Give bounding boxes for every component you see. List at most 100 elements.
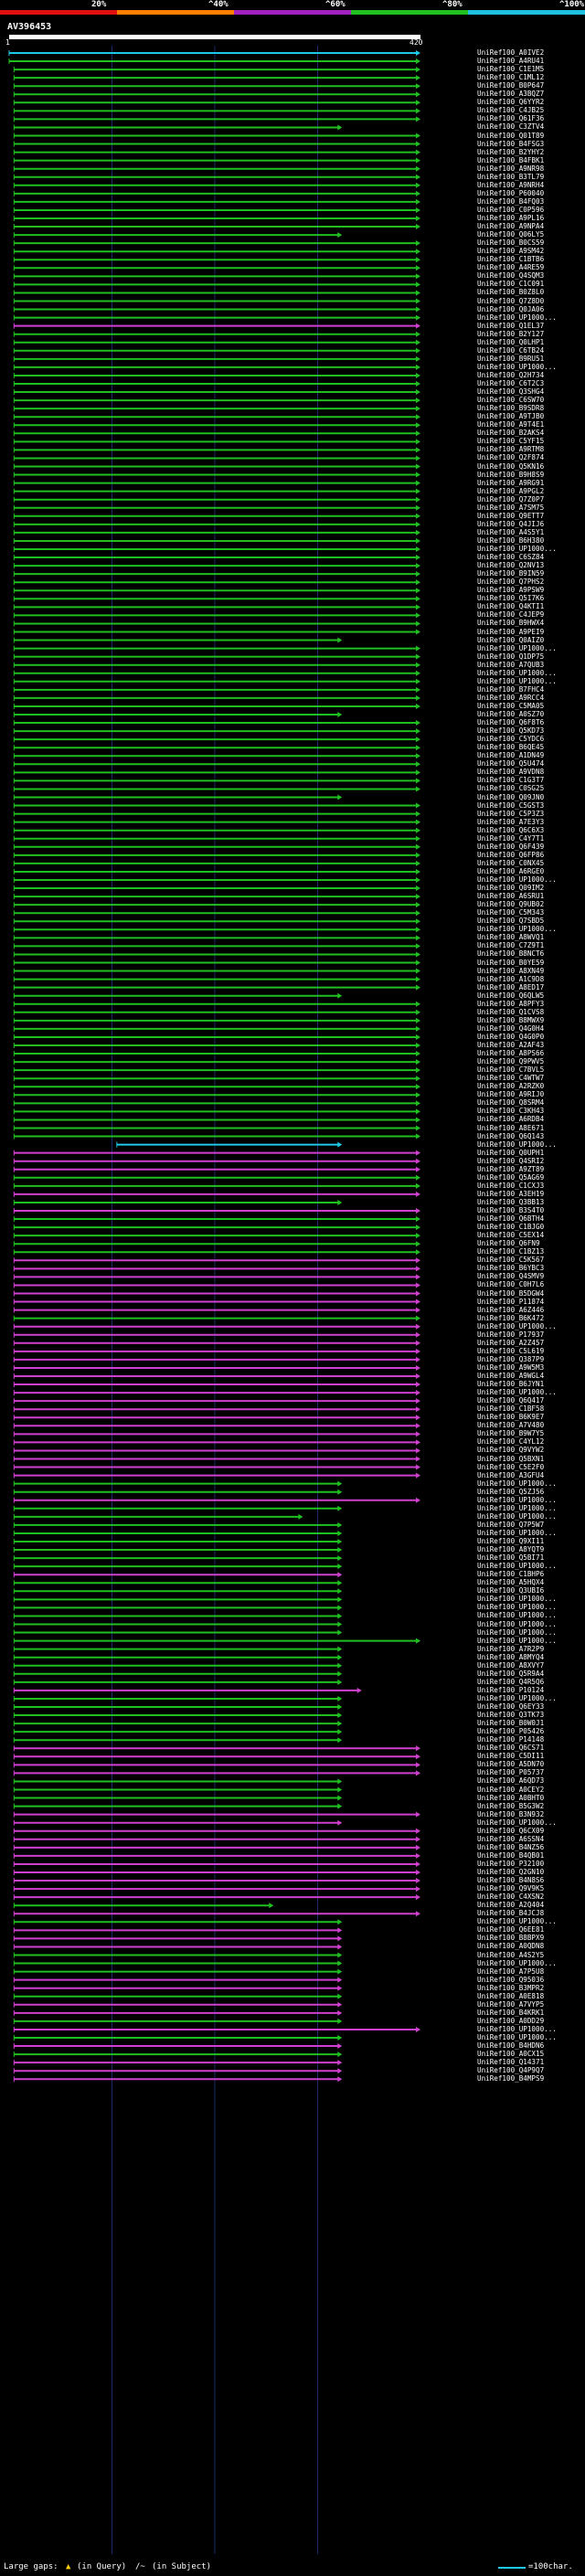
hit-label[interactable]: UniRef100_A9PL16 — [477, 214, 545, 222]
hit-label[interactable]: UniRef100_A2RZK0 — [477, 1082, 545, 1091]
hit-label[interactable]: UniRef100_UP1000... — [477, 545, 557, 553]
hit-label[interactable]: UniRef100_C5YF15 — [477, 437, 545, 446]
hit-label[interactable]: UniRef100_Q3BB13 — [477, 1197, 545, 1206]
hit-label[interactable]: UniRef100_A4RE59 — [477, 263, 545, 272]
hit-label[interactable]: UniRef100_A7E3Y3 — [477, 817, 545, 826]
hit-label[interactable]: UniRef100_B0CS59 — [477, 239, 545, 248]
hit-label[interactable]: UniRef100_Q9ETT7 — [477, 511, 545, 520]
hit-label[interactable]: UniRef100_UP1000... — [477, 1528, 557, 1537]
hit-label[interactable]: UniRef100_Q7PHS2 — [477, 578, 545, 587]
hit-label[interactable]: UniRef100_B9H8S9 — [477, 470, 545, 479]
hit-label[interactable]: UniRef100_Q5ZJ56 — [477, 1487, 545, 1496]
hit-label[interactable]: UniRef100_B9RU51 — [477, 354, 545, 363]
hit-label[interactable]: UniRef100_Q6C6X3 — [477, 825, 545, 834]
hit-label[interactable]: UniRef100_C5YDC6 — [477, 735, 545, 744]
hit-label[interactable]: UniRef100_P05426 — [477, 1727, 545, 1736]
hit-label[interactable]: UniRef100_Q09JN0 — [477, 792, 545, 801]
hit-label[interactable]: UniRef100_UP1000... — [477, 1611, 557, 1620]
hit-label[interactable]: UniRef100_A7QUB3 — [477, 660, 545, 669]
hit-label[interactable]: UniRef100_C4YL12 — [477, 1437, 545, 1447]
hit-label[interactable]: UniRef100_P17937 — [477, 1330, 545, 1339]
hit-label[interactable]: UniRef100_A2Q404 — [477, 1901, 545, 1910]
hit-label[interactable]: UniRef100_A0BHT0 — [477, 1793, 545, 1802]
hit-label[interactable]: UniRef100_UP1000... — [477, 1636, 557, 1645]
hit-label[interactable]: UniRef100_A9PGL2 — [477, 486, 545, 495]
hit-label[interactable]: UniRef100_Q4R5Q6 — [477, 1677, 545, 1686]
hit-label[interactable]: UniRef100_Q09IM2 — [477, 884, 545, 893]
hit-label[interactable]: UniRef100_A4RU41 — [477, 57, 545, 66]
hit-label[interactable]: UniRef100_B6H380 — [477, 535, 545, 545]
hit-label[interactable]: UniRef100_C1ML12 — [477, 73, 545, 82]
hit-label[interactable]: UniRef100_B3N932 — [477, 1809, 545, 1818]
hit-label[interactable]: UniRef100_A2Z457 — [477, 1338, 545, 1347]
hit-label[interactable]: UniRef100_B9W7Y5 — [477, 1429, 545, 1438]
hit-label[interactable]: UniRef100_Q1DP75 — [477, 652, 545, 661]
hit-label[interactable]: UniRef100_B6YBC3 — [477, 1264, 545, 1273]
hit-label[interactable]: UniRef100_C5M343 — [477, 908, 545, 917]
hit-label[interactable]: UniRef100_A9NR98 — [477, 164, 545, 173]
hit-label[interactable]: UniRef100_A8PFY3 — [477, 999, 545, 1008]
hit-label[interactable]: UniRef100_C7Z9T1 — [477, 941, 545, 950]
hit-label[interactable]: UniRef100_B0W0J1 — [477, 1719, 545, 1728]
hit-label[interactable]: UniRef100_UP1000... — [477, 1958, 557, 1967]
hit-label[interactable]: UniRef100_Q9VYW2 — [477, 1446, 545, 1455]
hit-label[interactable]: UniRef100_A8MYQ4 — [477, 1652, 545, 1661]
hit-label[interactable]: UniRef100_UP1000... — [477, 2033, 557, 2041]
hit-label[interactable]: UniRef100_A0CEY2 — [477, 1785, 545, 1794]
hit-label[interactable]: UniRef100_Q6Q143 — [477, 1131, 545, 1140]
hit-label[interactable]: UniRef100_B2Y127 — [477, 329, 545, 338]
hit-label[interactable]: UniRef100_UP1000... — [477, 1562, 557, 1571]
hit-label[interactable]: UniRef100_C1BHP6 — [477, 1570, 545, 1579]
hit-label[interactable]: UniRef100_B4FBK1 — [477, 155, 545, 164]
hit-label[interactable]: UniRef100_UP1000... — [477, 643, 557, 652]
hit-label[interactable]: UniRef100_B5DGW4 — [477, 1288, 545, 1298]
hit-label[interactable]: UniRef100_Q4P9Q7 — [477, 2066, 545, 2075]
hit-label[interactable]: UniRef100_B9SDR8 — [477, 404, 545, 413]
hit-label[interactable]: UniRef100_P10124 — [477, 1685, 545, 1694]
hit-label[interactable]: UniRef100_C5K567 — [477, 1256, 545, 1265]
hit-label[interactable]: UniRef100_UP1000... — [477, 1495, 557, 1504]
hit-label[interactable]: UniRef100_C1C091 — [477, 280, 545, 289]
hit-label[interactable]: UniRef100_A8XN49 — [477, 966, 545, 975]
hit-label[interactable]: UniRef100_B5G3W2 — [477, 1801, 545, 1810]
hit-label[interactable]: UniRef100_Q2GN10 — [477, 1868, 545, 1876]
hit-label[interactable]: UniRef100_A0IVE2 — [477, 48, 545, 57]
hit-label[interactable]: UniRef100_Q5BXN1 — [477, 1454, 545, 1463]
hit-label[interactable]: UniRef100_C3ZTV4 — [477, 122, 545, 132]
hit-label[interactable]: UniRef100_B6K9E7 — [477, 1413, 545, 1422]
hit-label[interactable]: UniRef100_B4NZ56 — [477, 1842, 545, 1851]
hit-label[interactable]: UniRef100_A6QD73 — [477, 1776, 545, 1786]
hit-label[interactable]: UniRef100_Q0JA06 — [477, 304, 545, 313]
hit-label[interactable]: UniRef100_Q6FN9 — [477, 1239, 540, 1248]
hit-label[interactable]: UniRef100_UP1000... — [477, 1619, 557, 1628]
hit-label[interactable]: UniRef100_A9PSW9 — [477, 586, 545, 595]
hit-label[interactable]: UniRef100_A7VYP5 — [477, 1999, 545, 2009]
hit-label[interactable]: UniRef100_Q0LHP1 — [477, 337, 545, 346]
hit-label[interactable]: UniRef100_A9TJB0 — [477, 412, 545, 421]
hit-label[interactable]: UniRef100_Q6FP86 — [477, 850, 545, 859]
hit-label[interactable]: UniRef100_B4QB01 — [477, 1850, 545, 1860]
hit-label[interactable]: UniRef100_UP1000... — [477, 1511, 557, 1521]
hit-label[interactable]: UniRef100_A8XVY7 — [477, 1660, 545, 1670]
hit-label[interactable]: UniRef100_B4FQ03 — [477, 196, 545, 206]
hit-label[interactable]: UniRef100_A9WGL4 — [477, 1372, 545, 1380]
hit-label[interactable]: UniRef100_Q9V9K5 — [477, 1884, 545, 1893]
hit-label[interactable]: UniRef100_A9NPA4 — [477, 222, 545, 231]
hit-label[interactable]: UniRef100_B3MPR2 — [477, 1983, 545, 1992]
hit-label[interactable]: UniRef100_A8PS66 — [477, 1049, 545, 1058]
hit-label[interactable]: UniRef100_A9RIJ0 — [477, 1090, 545, 1099]
hit-label[interactable]: UniRef100_C3KH43 — [477, 1107, 545, 1116]
hit-label[interactable]: UniRef100_C1BJG0 — [477, 1223, 545, 1232]
hit-label[interactable]: UniRef100_B0Z8L0 — [477, 288, 545, 297]
hit-label[interactable]: UniRef100_Q1EL37 — [477, 321, 545, 330]
hit-label[interactable]: UniRef100_A1DN49 — [477, 751, 545, 760]
hit-label[interactable]: UniRef100_Q9XI11 — [477, 1537, 545, 1545]
hit-label[interactable]: UniRef100_UP1000... — [477, 1321, 557, 1330]
hit-label[interactable]: UniRef100_B4HDN6 — [477, 2041, 545, 2051]
hit-label[interactable]: UniRef100_B6JYN1 — [477, 1380, 545, 1389]
hit-label[interactable]: UniRef100_Q0UPH1 — [477, 1148, 545, 1157]
hit-label[interactable]: UniRef100_Q7SBD5 — [477, 917, 545, 926]
hit-label[interactable]: UniRef100_UP1000... — [477, 1693, 557, 1702]
hit-label[interactable]: UniRef100_C0SG25 — [477, 784, 545, 793]
hit-label[interactable]: UniRef100_Q6CS71 — [477, 1744, 545, 1753]
